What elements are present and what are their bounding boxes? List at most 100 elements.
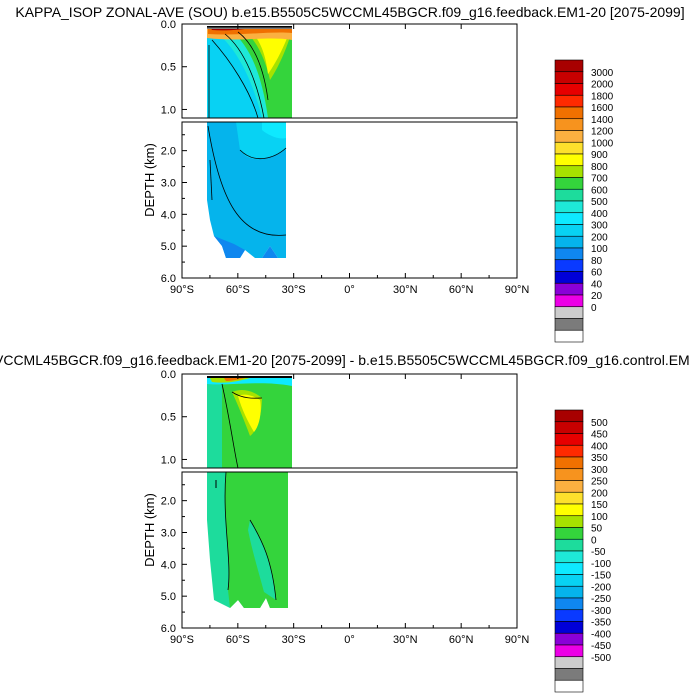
panel-2-y-tick-label: 2.0: [161, 496, 176, 508]
panel-1-legend-swatch: [554, 247, 584, 261]
panel-1-y-tick-label: 4.0: [161, 209, 176, 221]
panel-2-legend-swatch: [554, 632, 584, 646]
panel-2: [207, 376, 292, 608]
panel-1-x-tick-label: 30°S: [282, 284, 306, 296]
panel-1-legend-swatch: [554, 141, 584, 155]
panel-1-legend-swatch: [554, 259, 584, 272]
panel-2-legend-label: -150: [591, 571, 611, 582]
panel-1-legend-swatch: [554, 165, 584, 178]
panel-2-legend-swatch: [554, 538, 584, 552]
panel-2-legend-label: -50: [591, 547, 606, 558]
panel-1-legend-swatch: [554, 83, 584, 96]
panel-1-legend-label: 300: [591, 221, 608, 232]
panel-2-legend-swatch: [554, 574, 584, 587]
panel-2-legend-label: -450: [591, 641, 611, 652]
panel-1-legend-swatch: [554, 306, 584, 319]
panel-2-legend-swatch: [554, 433, 584, 446]
panel-2-legend-swatch: [554, 503, 584, 517]
panel-2-legend-swatch: [554, 491, 584, 505]
panel-1-legend-swatch: [554, 118, 584, 131]
panel-1-y-tick-label: 0.5: [161, 62, 176, 74]
panel-2-legend-swatch: [554, 468, 584, 481]
panel-2-legend-swatch: [554, 679, 584, 693]
panel-1-y-axis-label: DEPTH (km): [142, 143, 157, 217]
panel-1-legend-label: 500: [591, 197, 608, 208]
panel-2-legend-label: 400: [591, 441, 608, 452]
panel-2-legend-swatch: [554, 444, 584, 458]
panel-2-x-tick-label: 0°: [344, 634, 355, 646]
panel-2-legend-label: 500: [591, 418, 608, 429]
panel-1-y-tick-label: 6.0: [161, 273, 176, 285]
panel-1-legend-label: 3000: [591, 68, 614, 79]
panel-2-y-tick-label: 4.0: [161, 559, 176, 571]
panel-2-legend-swatch: [554, 668, 584, 681]
panel-2-legend-swatch: [554, 421, 584, 434]
panel-1: [207, 26, 292, 258]
panel-2-y-tick-label: 1.0: [161, 454, 176, 466]
panel-1-legend-label: 400: [591, 209, 608, 220]
panel-1-legend-label: 1800: [591, 91, 614, 102]
panel-2-y-tick-label: 3.0: [161, 527, 176, 539]
panel-1-legend-label: 1400: [591, 115, 614, 126]
panel-1-lower-field: [207, 122, 287, 258]
panel-1-legend-swatch: [554, 282, 584, 296]
panel-2-legend-label: -350: [591, 618, 611, 629]
panel-1-legend-label: 2000: [591, 80, 614, 91]
panel-2-x-tick-label: 90°N: [505, 634, 530, 646]
panel-1-legend-swatch: [554, 188, 584, 202]
panel-2-legend-label: -100: [591, 559, 611, 570]
panel-1-legend-swatch: [554, 224, 584, 237]
panel-1-legend-swatch: [554, 153, 584, 167]
panel-2-legend-swatch: [554, 562, 584, 575]
panel-1-legend-swatch: [554, 329, 584, 343]
panel-1-legend-label: 1000: [591, 138, 614, 149]
panel-2-legend-label: -300: [591, 606, 611, 617]
panel-2-y-tick-label: 6.0: [161, 623, 176, 635]
panel-1-y-tick-label: 2.0: [161, 146, 176, 158]
panel-2-legend-label: 150: [591, 500, 608, 511]
panel-1-x-tick-label: 30°N: [393, 284, 418, 296]
panel-2-y-tick-label: 0.0: [161, 369, 176, 381]
panel-2-legend-label: 0: [591, 535, 597, 546]
panel-2-legend-label: 100: [591, 512, 608, 523]
panel-2-legend-label: -200: [591, 582, 611, 593]
panel-1-y-tick-label: 5.0: [161, 241, 176, 253]
panel-2-legend-label: -250: [591, 594, 611, 605]
panel-2-x-tick-label: 30°N: [393, 634, 418, 646]
panel-2-legend-swatch: [554, 621, 584, 634]
panel-1-y-tick-label: 1.0: [161, 104, 176, 116]
panel-1-legend-label: 40: [591, 279, 603, 290]
panel-2-legend-swatch: [554, 656, 584, 669]
panel-2-legend-label: 300: [591, 465, 608, 476]
panel-2-y-tick-label: 5.0: [161, 591, 176, 603]
panel-1-legend-swatch: [554, 59, 584, 73]
panel-1-upper-field: [207, 26, 292, 118]
panel-2-legend-swatch: [554, 644, 584, 658]
panel-2-y-axis-label: DEPTH (km): [142, 493, 157, 567]
panel-2-legend-swatch: [554, 609, 584, 622]
panel-2-lower-field: [207, 472, 288, 608]
chart-title-top: KAPPA_ISOP ZONAL-AVE (SOU) b.e15.B5505C5…: [15, 4, 685, 20]
panel-1-legend-swatch: [554, 94, 584, 108]
panel-2-legend-label: 50: [591, 524, 603, 535]
panel-2-legend-swatch: [554, 515, 584, 528]
panel-2-legend-label: 200: [591, 488, 608, 499]
panel-1-legend-swatch: [554, 318, 584, 331]
chart-title-bottom: VCCML45BGCR.f09_g16.feedback.EM1-20 [207…: [0, 352, 690, 368]
panel-1-legend-label: 700: [591, 174, 608, 185]
panel-1-x-tick-label: 0°: [344, 284, 355, 296]
panel-1-legend-swatch: [554, 212, 584, 225]
panel-2-y-tick-label: 0.5: [161, 412, 176, 424]
panel-2-x-tick-label: 30°S: [282, 634, 306, 646]
panel-1-legend-label: 0: [591, 303, 597, 314]
panel-2-legend-label: 450: [591, 430, 608, 441]
panel-1-legend-swatch: [554, 294, 584, 308]
panel-2-x-tick-label: 60°N: [449, 634, 474, 646]
panel-2-x-tick-label: 90°S: [170, 634, 194, 646]
panel-2-legend-label: -400: [591, 629, 611, 640]
panel-1-legend-label: 100: [591, 244, 608, 255]
panel-1-legend-swatch: [554, 106, 584, 120]
panel-2-legend-swatch: [554, 527, 584, 540]
panel-2-legend-swatch: [554, 456, 584, 470]
panel-1-legend-swatch: [554, 235, 584, 249]
